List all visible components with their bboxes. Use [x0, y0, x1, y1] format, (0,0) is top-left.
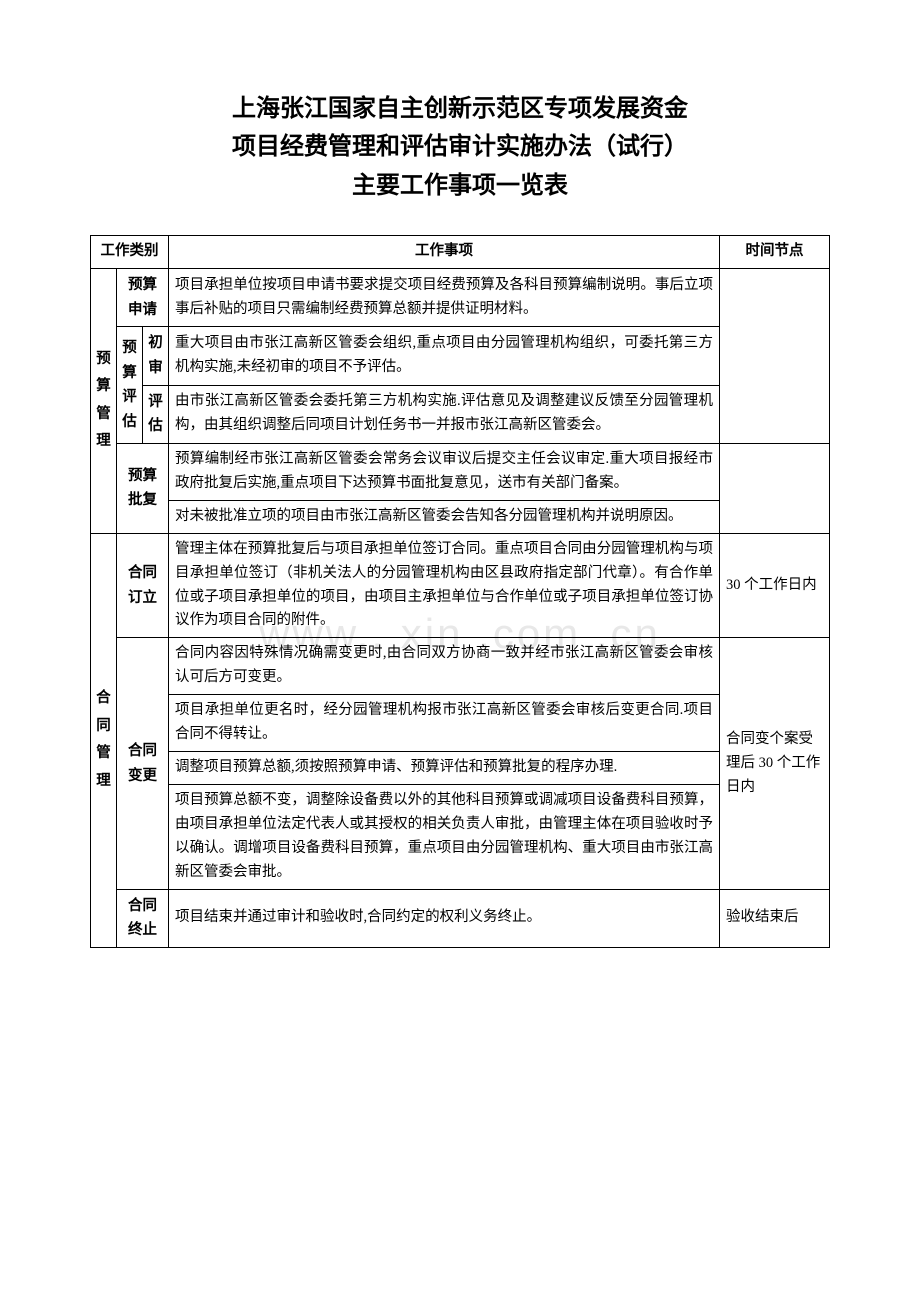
table-row: 项目承担单位更名时，经分园管理机构报市张江高新区管委会审核后变更合同.项目合同不…	[91, 695, 830, 752]
content-initial-review: 重大项目由市张江高新区管委会组织,重点项目由分园管理机构组织，可委托第三方机构实…	[169, 327, 720, 385]
table-row: 评估 由市张江高新区管委会委托第三方机构实施.评估意见及调整建议反馈至分园管理机…	[91, 385, 830, 443]
table-row: 预算管理 预算申请 项目承担单位按项目申请书要求提交项目经费预算及各科目预算编制…	[91, 269, 830, 327]
table-row: 合同变更 合同内容因特殊情况确需变更时,由合同双方协商一致并经市张江高新区管委会…	[91, 638, 830, 695]
title-line-3: 主要工作事项一览表	[90, 167, 830, 205]
content-budget-approve-1: 预算编制经市张江高新区管委会常务会议审议后提交主任会议审定.重大项目报经市政府批…	[169, 443, 720, 500]
table-row: 调整项目预算总额,须按照预算申请、预算评估和预算批复的程序办理.	[91, 752, 830, 785]
title-line-2: 项目经费管理和评估审计实施办法（试行）	[90, 128, 830, 166]
content-contract-change-3: 调整项目预算总额,须按照预算申请、预算评估和预算批复的程序办理.	[169, 752, 720, 785]
subcategory-budget-apply: 预算申请	[117, 269, 169, 327]
content-contract-change-2: 项目承担单位更名时，经分园管理机构报市张江高新区管委会审核后变更合同.项目合同不…	[169, 695, 720, 752]
table-header-row: 工作类别 工作事项 时间节点	[91, 236, 830, 269]
time-contract-sign: 30 个工作日内	[720, 533, 830, 638]
document-title: 上海张江国家自主创新示范区专项发展资金 项目经费管理和评估审计实施办法（试行） …	[90, 90, 830, 205]
work-items-table: 工作类别 工作事项 时间节点 预算管理 预算申请 项目承担单位按项目申请书要求提…	[90, 235, 830, 948]
content-budget-approve-2: 对未被批准立项的项目由市张江高新区管委会告知各分园管理机构并说明原因。	[169, 500, 720, 533]
content-budget-apply: 项目承担单位按项目申请书要求提交项目经费预算及各科目预算编制说明。事后立项事后补…	[169, 269, 720, 327]
content-contract-change-4: 项目预算总额不变，调整除设备费以外的其他科目预算或调减项目设备费科目预算，由项目…	[169, 785, 720, 890]
subcategory-initial-review: 初审	[143, 327, 169, 385]
subcategory-budget-approve: 预算批复	[117, 443, 169, 533]
table-row: 对未被批准立项的项目由市张江高新区管委会告知各分园管理机构并说明原因。	[91, 500, 830, 533]
title-line-1: 上海张江国家自主创新示范区专项发展资金	[90, 90, 830, 128]
header-category: 工作类别	[91, 236, 169, 269]
header-time: 时间节点	[720, 236, 830, 269]
header-item: 工作事项	[169, 236, 720, 269]
category-contract: 合同管理	[91, 533, 117, 947]
time-contract-change: 合同变个案受理后 30 个工作日内	[720, 638, 830, 889]
table-row: 合同管理 合同订立 管理主体在预算批复后与项目承担单位签订合同。重点项目合同由分…	[91, 533, 830, 638]
content-contract-end: 项目结束并通过审计和验收时,合同约定的权利义务终止。	[169, 889, 720, 947]
subcategory-budget-eval: 预算评估	[117, 327, 143, 444]
table-row: 预算评估 初审 重大项目由市张江高新区管委会组织,重点项目由分园管理机构组织，可…	[91, 327, 830, 385]
time-budget-1	[720, 269, 830, 444]
subcategory-contract-end: 合同终止	[117, 889, 169, 947]
time-contract-end: 验收结束后	[720, 889, 830, 947]
table-row: 预算批复 预算编制经市张江高新区管委会常务会议审议后提交主任会议审定.重大项目报…	[91, 443, 830, 500]
content-contract-sign: 管理主体在预算批复后与项目承担单位签订合同。重点项目合同由分园管理机构与项目承担…	[169, 533, 720, 638]
subcategory-contract-sign: 合同订立	[117, 533, 169, 638]
table-row: 项目预算总额不变，调整除设备费以外的其他科目预算或调减项目设备费科目预算，由项目…	[91, 785, 830, 890]
content-contract-change-1: 合同内容因特殊情况确需变更时,由合同双方协商一致并经市张江高新区管委会审核认可后…	[169, 638, 720, 695]
subcategory-contract-change: 合同变更	[117, 638, 169, 889]
category-budget: 预算管理	[91, 269, 117, 534]
content-assessment: 由市张江高新区管委会委托第三方机构实施.评估意见及调整建议反馈至分园管理机构，由…	[169, 385, 720, 443]
subcategory-assessment: 评估	[143, 385, 169, 443]
time-budget-2	[720, 443, 830, 533]
table-row: 合同终止 项目结束并通过审计和验收时,合同约定的权利义务终止。 验收结束后	[91, 889, 830, 947]
